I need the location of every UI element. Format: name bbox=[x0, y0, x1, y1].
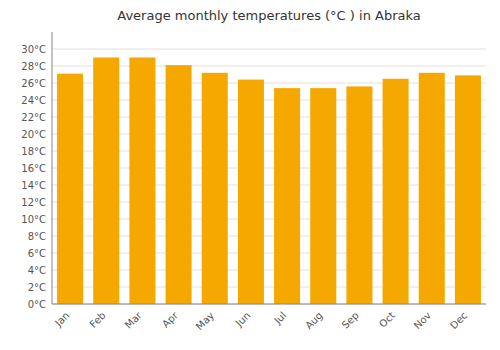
y-tick-label: 4°C bbox=[28, 265, 46, 276]
bar bbox=[310, 88, 336, 304]
bar bbox=[346, 86, 372, 304]
y-tick-label: 6°C bbox=[28, 248, 46, 259]
bar bbox=[129, 58, 155, 305]
bar bbox=[166, 65, 192, 304]
bar bbox=[202, 73, 228, 304]
x-tick-label: Oct bbox=[377, 310, 397, 330]
x-tick-label: Mar bbox=[123, 309, 145, 331]
grid-line bbox=[52, 304, 486, 305]
y-tick-label: 18°C bbox=[21, 146, 46, 157]
x-axis-line bbox=[52, 304, 486, 305]
bar bbox=[238, 80, 264, 304]
y-tick-label: 10°C bbox=[21, 214, 46, 225]
x-tick-label: Jan bbox=[52, 310, 71, 329]
bar bbox=[383, 79, 409, 304]
y-tick-label: 20°C bbox=[21, 129, 46, 140]
x-tick-label: May bbox=[194, 310, 216, 332]
y-tick-label: 0°C bbox=[28, 299, 46, 310]
y-tick-label: 30°C bbox=[21, 44, 46, 55]
bars bbox=[57, 58, 481, 305]
y-tick-label: 28°C bbox=[21, 61, 46, 72]
x-tick-label: Aug bbox=[303, 310, 325, 332]
bar bbox=[419, 73, 445, 304]
y-axis-line bbox=[52, 32, 53, 304]
x-tick-label: Nov bbox=[412, 310, 434, 332]
x-tick-label: Dec bbox=[448, 310, 469, 331]
chart-container: 0°C 2°C 4°C 6°C 8°C 10°C 12°C 14°C 16°C 18°C 20°C 2… bbox=[0, 0, 500, 350]
x-tick-label: Jun bbox=[233, 310, 253, 330]
title: Average monthly temperatures (°C ) in Ab… bbox=[117, 8, 420, 23]
x-tick-label: Feb bbox=[87, 310, 107, 330]
bar bbox=[274, 88, 300, 304]
y-tick-label: 22°C bbox=[21, 112, 46, 123]
x-tick-label: Sep bbox=[340, 310, 361, 331]
chart: 0°C 2°C 4°C 6°C 8°C 10°C 12°C 14°C 16°C 18°C 20°C 2… bbox=[0, 0, 500, 350]
y-tick-label: 16°C bbox=[21, 163, 46, 174]
bar bbox=[455, 75, 481, 304]
y-tick-label: 26°C bbox=[21, 78, 46, 89]
y-tick-label: 8°C bbox=[28, 231, 46, 242]
x-tick-label: Jul bbox=[271, 310, 288, 327]
bar bbox=[57, 74, 83, 304]
bar bbox=[93, 58, 119, 305]
y-tick-label: 14°C bbox=[21, 180, 46, 191]
y-grid bbox=[52, 49, 486, 304]
y-tick-label: 2°C bbox=[28, 282, 46, 293]
y-tick-label: 24°C bbox=[21, 95, 46, 106]
x-tick-label: Apr bbox=[160, 309, 181, 330]
grid-line bbox=[52, 49, 486, 50]
y-tick-label: 12°C bbox=[21, 197, 46, 208]
